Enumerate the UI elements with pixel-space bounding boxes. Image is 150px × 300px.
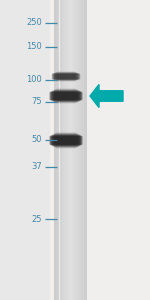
FancyBboxPatch shape [53,90,79,102]
FancyBboxPatch shape [54,73,78,80]
Bar [56,0,57,300]
Bar [79,0,80,300]
FancyBboxPatch shape [54,73,78,80]
FancyBboxPatch shape [53,90,79,102]
Bar [77,0,78,300]
FancyBboxPatch shape [53,134,79,147]
Bar [62,0,63,300]
Bar [83,0,84,300]
Bar [58,0,59,300]
FancyBboxPatch shape [56,72,76,81]
FancyBboxPatch shape [54,90,78,102]
FancyBboxPatch shape [49,92,83,100]
FancyBboxPatch shape [52,135,80,146]
FancyBboxPatch shape [56,72,76,81]
Bar [54,0,55,300]
Bar [72,0,73,300]
Text: 250: 250 [26,18,42,27]
Bar [78,0,79,300]
Bar [81,0,82,300]
Bar [80,0,81,300]
FancyArrow shape [90,84,123,108]
FancyBboxPatch shape [55,133,77,148]
Bar [55,0,56,300]
Bar [50,0,150,300]
FancyBboxPatch shape [49,136,83,145]
FancyBboxPatch shape [51,135,81,146]
Bar [75,0,76,300]
FancyBboxPatch shape [52,91,80,101]
Bar [74,0,75,300]
FancyBboxPatch shape [55,73,77,80]
Bar [68,0,69,300]
Bar [57,0,58,300]
FancyBboxPatch shape [51,91,81,101]
Bar [86,0,87,300]
FancyBboxPatch shape [52,134,80,146]
FancyBboxPatch shape [51,91,81,101]
Bar [73,0,74,300]
FancyBboxPatch shape [57,72,75,81]
Bar [65,0,66,300]
Bar [66,0,67,300]
FancyBboxPatch shape [50,136,82,145]
FancyBboxPatch shape [50,92,82,100]
Text: 75: 75 [31,98,42,106]
Bar [69,0,70,300]
FancyBboxPatch shape [53,73,79,80]
FancyBboxPatch shape [55,72,77,81]
FancyBboxPatch shape [56,89,76,103]
Bar [76,0,77,300]
Bar [59,0,60,300]
Bar [71,0,72,300]
FancyBboxPatch shape [54,133,78,148]
FancyBboxPatch shape [52,74,80,80]
Bar [60,0,61,300]
Bar [82,0,83,300]
Text: 150: 150 [26,42,42,51]
FancyBboxPatch shape [54,89,78,103]
Text: 25: 25 [32,214,42,224]
FancyBboxPatch shape [53,134,79,147]
Text: 50: 50 [32,135,42,144]
FancyBboxPatch shape [54,134,78,147]
FancyBboxPatch shape [50,136,82,145]
FancyBboxPatch shape [52,91,80,101]
FancyBboxPatch shape [52,74,80,79]
Text: 100: 100 [26,75,42,84]
FancyBboxPatch shape [56,133,76,148]
Bar [85,0,86,300]
FancyBboxPatch shape [53,73,79,80]
Bar [61,0,62,300]
Bar [67,0,68,300]
FancyBboxPatch shape [55,89,77,103]
Bar [70,0,71,300]
Bar [63,0,64,300]
Text: 37: 37 [31,162,42,171]
Bar [64,0,65,300]
Bar [84,0,85,300]
FancyBboxPatch shape [50,92,82,100]
FancyBboxPatch shape [52,74,80,80]
FancyBboxPatch shape [51,135,81,146]
